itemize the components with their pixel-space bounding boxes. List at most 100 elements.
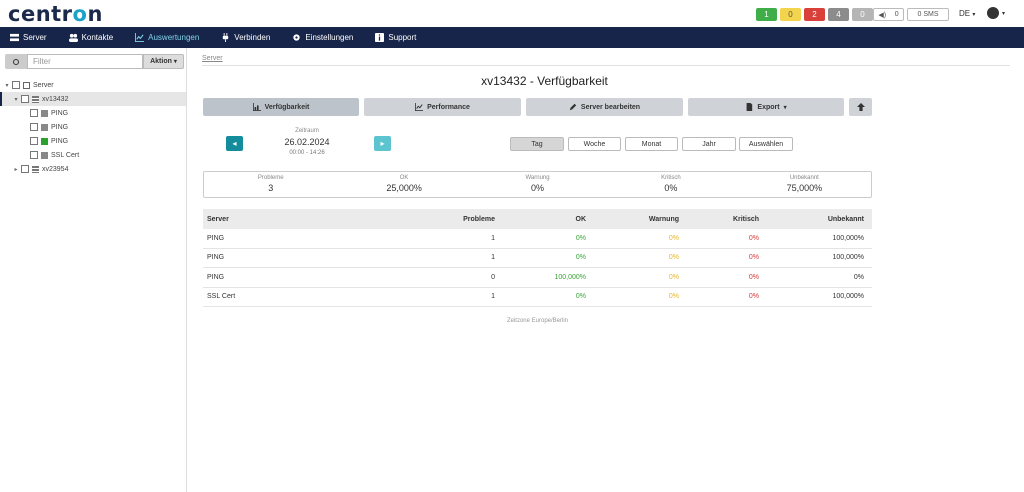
table-row[interactable]: PING 0 100,000% 0% 0% 0% <box>203 268 872 288</box>
aktion-dropdown[interactable]: Aktion ▾ <box>143 54 184 69</box>
period-auswaehlen-button[interactable]: Auswählen <box>739 137 793 151</box>
language-selector[interactable]: DE ▾ <box>959 9 976 18</box>
summary-panel: Probleme 3 OK 25,000% Warnung 0% Kritisc… <box>203 171 872 198</box>
nav-server[interactable]: Server <box>10 33 47 42</box>
tree-node-xv13432[interactable]: ▾ xv13432 <box>0 92 186 106</box>
nav-support[interactable]: Support <box>375 33 416 42</box>
sms-counter-button[interactable]: 0 SMS <box>907 8 949 21</box>
zeitraum-display: Zeitraum 26.02.2024 00:00 - 14:26 <box>267 128 347 156</box>
tree-checkbox[interactable] <box>30 151 38 159</box>
next-period-button[interactable]: ▸ <box>374 136 391 151</box>
server-icon <box>10 33 19 42</box>
tree-node-ping[interactable]: PING <box>0 134 186 148</box>
tree-toggle-icon[interactable]: ▾ <box>14 96 18 103</box>
selection-indicator <box>0 92 2 106</box>
sound-count: 0 <box>894 11 899 18</box>
tree-checkbox[interactable] <box>21 95 29 103</box>
speaker-icon: ◀︎) <box>878 11 887 19</box>
column-header-server[interactable]: Server <box>207 215 229 223</box>
tree-node-ping[interactable]: PING <box>0 106 186 120</box>
status-counters: 1 0 2 4 0 <box>756 8 873 21</box>
line-chart-icon <box>415 103 424 111</box>
table-header: Server Probleme OK Warnung Kritisch Unbe… <box>203 209 872 229</box>
scroll-up-button[interactable] <box>849 98 872 116</box>
performance-button[interactable]: Performance <box>364 98 521 116</box>
search-button[interactable] <box>5 54 27 69</box>
summary-kritisch: Kritisch 0% <box>661 175 681 193</box>
sidebar: Filter Aktion ▾ ▾ Server ▾ xv13432 PING P… <box>0 48 187 492</box>
tree-node-xv23954[interactable]: ▸ xv23954 <box>14 165 69 173</box>
arrow-up-icon <box>856 103 865 111</box>
tree-node-ssl-cert[interactable]: SSL Cert <box>0 148 186 162</box>
summary-ok: OK 25,000% <box>386 175 422 193</box>
period-monat-button[interactable]: Monat <box>625 137 678 151</box>
server-tree: ▾ Server ▾ xv13432 PING PING PING <box>0 78 186 176</box>
nav-auswertungen[interactable]: Auswertungen <box>135 33 199 42</box>
gear-icon <box>293 34 300 41</box>
user-avatar-icon <box>987 7 999 19</box>
file-icon <box>747 103 753 111</box>
tree-node-ping[interactable]: PING <box>0 120 186 134</box>
table-row[interactable]: PING 1 0% 0% 0% 100,000% <box>203 229 872 249</box>
nav-einstellungen[interactable]: Einstellungen <box>292 33 353 42</box>
tree-node-server[interactable]: ▾ Server <box>5 81 54 89</box>
nav-kontakte[interactable]: Kontakte <box>68 33 113 42</box>
breadcrumb-server-link[interactable]: Server <box>202 55 223 62</box>
column-header-ok[interactable]: OK <box>575 215 587 223</box>
summary-probleme: Probleme 3 <box>257 175 284 193</box>
table-row[interactable]: SSL Cert 1 0% 0% 0% 100,000% <box>203 288 872 307</box>
column-header-probleme[interactable]: Probleme <box>463 215 495 223</box>
server-icon <box>32 95 39 103</box>
page-title: xv13432 - Verfügbarkeit <box>481 74 608 88</box>
availability-table: Server Probleme OK Warnung Kritisch Unbe… <box>203 209 872 307</box>
tree-checkbox[interactable] <box>30 137 38 145</box>
chart-icon <box>252 103 261 111</box>
table-row[interactable]: PING 1 0% 0% 0% 100,000% <box>203 249 872 268</box>
divider <box>202 65 1010 66</box>
status-badge-critical[interactable]: 2 <box>804 8 825 21</box>
timezone-note: Zeitzone Europe/Berlin <box>506 318 569 324</box>
period-woche-button[interactable]: Woche <box>568 137 621 151</box>
caret-down-icon: ▾ <box>173 59 177 65</box>
search-icon <box>13 58 19 65</box>
status-unknown-icon <box>41 109 48 117</box>
users-icon <box>68 33 78 42</box>
main-content: Server xv13432 - Verfügbarkeit Verfügbar… <box>187 48 1024 492</box>
network-icon <box>23 81 30 89</box>
column-header-kritisch[interactable]: Kritisch <box>732 215 759 223</box>
tree-checkbox[interactable] <box>12 81 20 89</box>
tree-toggle-icon[interactable]: ▾ <box>5 82 9 89</box>
period-jahr-button[interactable]: Jahr <box>682 137 736 151</box>
filter-input[interactable]: Filter <box>27 54 143 69</box>
centron-logo[interactable]: centron <box>8 1 103 26</box>
status-badge-warning[interactable]: 0 <box>780 8 801 21</box>
tree-toggle-icon[interactable]: ▸ <box>14 166 18 173</box>
period-tag-button[interactable]: Tag <box>510 137 564 151</box>
status-badge-ok[interactable]: 1 <box>756 8 777 21</box>
tree-checkbox[interactable] <box>30 109 38 117</box>
pencil-icon <box>569 103 577 111</box>
tree-checkbox[interactable] <box>30 123 38 131</box>
server-icon <box>32 165 39 173</box>
info-icon <box>375 33 385 42</box>
status-badge-unknown[interactable]: 4 <box>828 8 849 21</box>
summary-warnung: Warnung 0% <box>525 175 550 193</box>
previous-period-button[interactable]: ◂ <box>226 136 243 151</box>
status-badge-disabled[interactable]: 0 <box>852 8 873 21</box>
zeitraum-time: 00:00 - 14:26 <box>289 150 325 156</box>
sidebar-search: Filter Aktion ▾ <box>5 54 184 69</box>
verfuegbarkeit-button[interactable]: Verfügbarkeit <box>203 98 359 116</box>
status-unknown-icon <box>41 151 48 159</box>
status-unknown-icon <box>41 123 48 131</box>
status-ok-icon <box>41 137 48 145</box>
column-header-warnung[interactable]: Warnung <box>648 215 679 223</box>
sound-toggle-button[interactable]: ◀︎) 0 <box>873 8 904 21</box>
export-dropdown[interactable]: Export ▾ <box>688 98 844 116</box>
server-bearbeiten-button[interactable]: Server bearbeiten <box>526 98 683 116</box>
tree-checkbox[interactable] <box>21 165 29 173</box>
nav-verbinden[interactable]: Verbinden <box>221 33 270 42</box>
user-menu[interactable]: ▾ <box>987 7 1005 19</box>
caret-down-icon: ▾ <box>1002 10 1006 17</box>
column-header-unbekannt[interactable]: Unbekannt <box>827 215 864 223</box>
summary-unbekannt: Unbekannt 75,000% <box>786 175 823 193</box>
